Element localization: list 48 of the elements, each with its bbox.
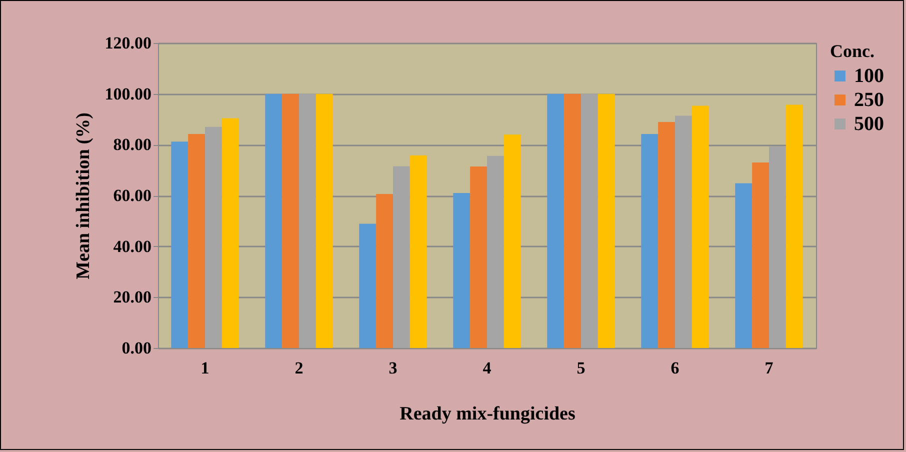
bar (453, 192, 470, 348)
y-tick-label: 120.00 (104, 34, 152, 52)
bar (675, 116, 692, 348)
x-tick-label: 2 (294, 358, 304, 378)
legend-label: 250 (854, 89, 884, 111)
x-tick-label: 5 (576, 358, 586, 378)
bar (376, 194, 393, 348)
y-tick-label: 80.00 (113, 135, 152, 154)
legend-label: 500 (854, 113, 884, 135)
x-tick-label: 1 (200, 358, 210, 378)
bar (265, 94, 282, 348)
bar (598, 94, 615, 348)
bar (735, 183, 752, 348)
x-tick-label: 4 (482, 358, 492, 378)
bar (205, 126, 222, 348)
y-tick-label: 0.00 (122, 338, 152, 358)
y-tick-label: 60.00 (113, 186, 152, 205)
bar (282, 94, 299, 348)
bar (359, 224, 376, 348)
bar (316, 94, 333, 348)
x-tick-label: 3 (388, 358, 398, 378)
bar (410, 155, 427, 348)
bar (188, 134, 205, 348)
x-axis-title: Ready mix-fungicides (400, 404, 576, 424)
bar (752, 162, 769, 348)
bar (564, 94, 581, 348)
y-tick-label: 100.00 (104, 84, 152, 104)
y-tick-label: 20.00 (113, 288, 152, 307)
bar (393, 166, 410, 348)
legend-label: 100 (854, 65, 884, 87)
bar (786, 104, 803, 348)
bar (487, 156, 504, 348)
bar (658, 122, 675, 348)
x-tick-label: 6 (670, 358, 680, 378)
bar (470, 166, 487, 348)
bar (581, 94, 598, 348)
bar (299, 94, 316, 348)
bar (222, 118, 239, 348)
y-tick-label: 40.00 (113, 236, 152, 256)
bar (547, 94, 564, 348)
bar (769, 146, 786, 348)
x-tick-label: 7 (764, 358, 774, 378)
legend-title: Conc. (830, 41, 874, 61)
bar (641, 134, 658, 348)
bar (504, 134, 521, 348)
bar (171, 142, 188, 348)
bar (692, 106, 709, 348)
y-axis-title: Mean inhibition (%) (72, 112, 94, 280)
